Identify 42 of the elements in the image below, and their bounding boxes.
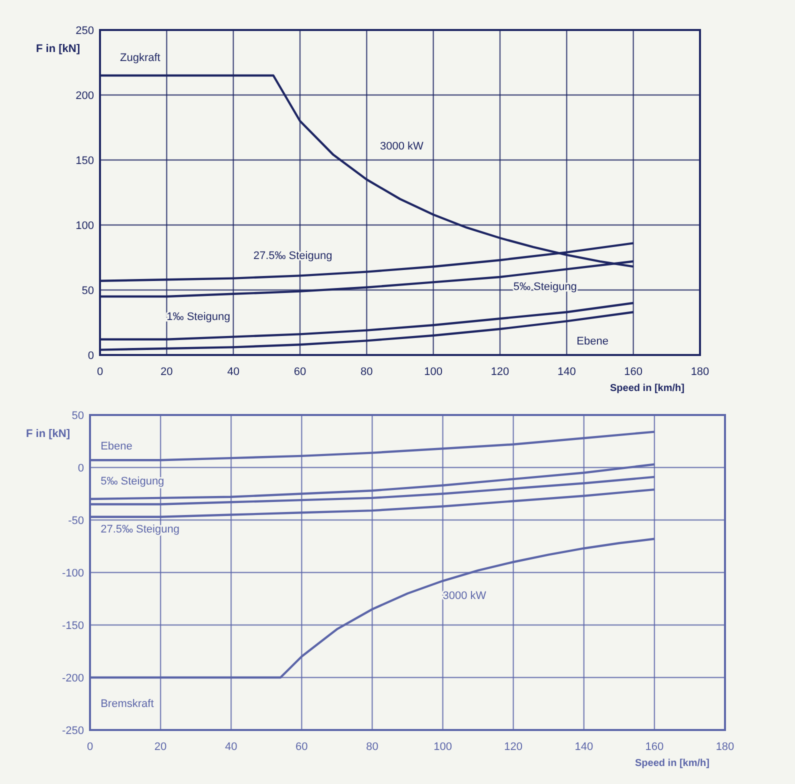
annotation: Ebene [100, 440, 132, 453]
x-tick-label: 60 [296, 741, 308, 753]
x-tick-label: 140 [574, 741, 594, 753]
y-axis-title: F in [kN] [36, 43, 80, 55]
annotation: Ebene [576, 336, 608, 348]
x-tick-label: 140 [557, 366, 576, 378]
x-tick-label: 20 [154, 741, 167, 753]
x-tick-label: 120 [490, 366, 510, 378]
x-tick-label: 80 [366, 741, 378, 753]
y-tick-label: -50 [68, 515, 84, 527]
y-tick-label: -250 [62, 725, 84, 737]
y-tick-label: 50 [72, 410, 84, 422]
x-tick-label: 180 [690, 366, 710, 378]
annotation: 1‰ Steigung [166, 310, 230, 323]
y-tick-label: 50 [82, 285, 94, 297]
y-tick-label: 250 [76, 25, 94, 37]
y-tick-label: 150 [76, 155, 94, 167]
annotation: 3000 kW [380, 140, 424, 153]
y-tick-label: 200 [76, 90, 94, 102]
x-tick-label: 100 [424, 366, 443, 378]
y-tick-label: 0 [88, 350, 94, 362]
x-tick-label: 160 [645, 741, 664, 753]
x-tick-label: 0 [96, 366, 104, 378]
annotation: Zugkraft [120, 52, 160, 64]
x-axis-title: Speed in [km/h] [635, 758, 710, 769]
annotation: Bremskraft [100, 698, 154, 710]
y-tick-label: 0 [78, 462, 84, 474]
x-tick-label: 60 [294, 366, 306, 378]
x-tick-label: 20 [160, 366, 173, 378]
x-tick-label: 80 [360, 366, 373, 378]
y-tick-label: 100 [76, 220, 94, 232]
y-tick-label: -150 [62, 620, 84, 632]
x-tick-label: 40 [224, 741, 238, 753]
y-axis-title: F in [kN] [26, 428, 70, 440]
x-tick-label: 180 [716, 741, 734, 753]
y-tick-label: -100 [62, 568, 84, 580]
y-tick-label: -200 [62, 672, 84, 684]
x-tick-label: 160 [624, 366, 643, 378]
x-tick-label: 120 [504, 741, 523, 753]
x-axis-title: Speed in [km/h] [610, 383, 684, 394]
x-tick-label: 40 [227, 366, 240, 378]
x-tick-label: 100 [434, 741, 452, 753]
